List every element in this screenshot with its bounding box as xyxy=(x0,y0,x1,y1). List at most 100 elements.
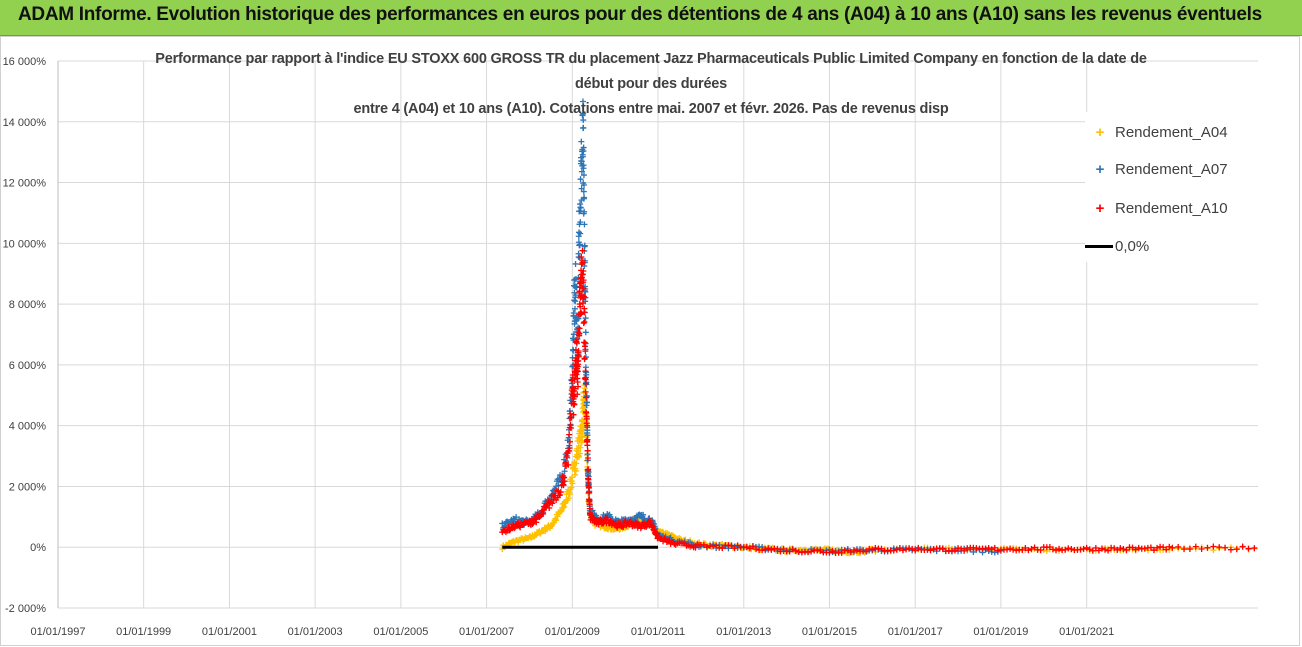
data-point xyxy=(580,267,587,274)
y-tick-label: 14 000% xyxy=(3,117,47,129)
data-point xyxy=(912,547,919,554)
data-point xyxy=(580,320,587,327)
data-point xyxy=(578,168,585,175)
data-point xyxy=(853,547,860,554)
data-point xyxy=(579,257,586,264)
series-rendement-a07 xyxy=(499,98,1004,556)
data-point xyxy=(1166,543,1173,550)
data-point xyxy=(1210,543,1217,550)
x-tick-label: 01/01/2019 xyxy=(973,626,1028,638)
y-tick-label: 12 000% xyxy=(3,178,47,190)
legend-entry-a07: + Rendement_A07 xyxy=(1085,157,1228,181)
data-point xyxy=(533,519,540,526)
data-point xyxy=(565,495,572,502)
data-point xyxy=(577,230,584,237)
data-point xyxy=(985,545,992,552)
data-point xyxy=(1068,545,1075,552)
data-point xyxy=(568,424,575,431)
data-point xyxy=(580,162,587,169)
data-point xyxy=(581,242,588,249)
data-point xyxy=(1004,546,1011,553)
data-point xyxy=(1147,544,1154,551)
y-tick-label: 10 000% xyxy=(3,238,47,250)
data-point xyxy=(719,545,726,552)
data-point xyxy=(571,376,578,383)
x-tick-label: 01/01/2017 xyxy=(888,626,943,638)
data-point xyxy=(792,547,799,554)
data-point xyxy=(513,514,520,521)
data-point xyxy=(1077,546,1084,553)
data-point xyxy=(566,445,573,452)
x-tick-label: 01/01/2005 xyxy=(373,626,428,638)
data-point xyxy=(817,548,824,555)
data-point xyxy=(1092,544,1099,551)
series-rendement-a10 xyxy=(499,247,1258,556)
data-point xyxy=(566,490,573,497)
data-point xyxy=(581,305,588,312)
data-point xyxy=(903,546,910,553)
data-point xyxy=(746,545,753,552)
data-point xyxy=(1052,547,1059,554)
data-point xyxy=(728,542,735,549)
data-point xyxy=(578,310,585,317)
data-point xyxy=(1114,546,1121,553)
data-point xyxy=(582,388,589,395)
data-point xyxy=(561,478,568,485)
x-tick-label: 01/01/1997 xyxy=(30,626,85,638)
data-point xyxy=(531,515,538,522)
data-point xyxy=(640,511,647,518)
plus-marker-icon: + xyxy=(1095,199,1105,217)
data-point xyxy=(1007,545,1014,552)
data-point xyxy=(1046,544,1053,551)
data-point xyxy=(786,548,793,555)
data-point xyxy=(643,523,650,530)
data-point xyxy=(1192,543,1199,550)
data-point xyxy=(703,544,710,551)
data-point xyxy=(580,124,587,131)
data-point xyxy=(565,461,572,468)
data-point xyxy=(734,542,741,549)
data-point xyxy=(582,368,589,375)
data-point xyxy=(1022,545,1029,552)
data-point xyxy=(991,544,998,551)
data-point xyxy=(838,549,845,556)
data-point xyxy=(1123,547,1130,554)
data-point xyxy=(572,292,579,299)
data-point xyxy=(1150,547,1157,554)
data-point xyxy=(571,401,578,408)
data-point xyxy=(577,303,584,310)
data-point xyxy=(1204,544,1211,551)
axes: -2 000% 0% 2 000% 4 000% 6 000% 8 000% 10 000%… xyxy=(3,56,1115,638)
data-point xyxy=(1025,547,1032,554)
data-point xyxy=(578,439,585,446)
data-point xyxy=(571,297,578,304)
data-point xyxy=(661,535,668,542)
x-tick-label: 01/01/2013 xyxy=(716,626,771,638)
data-point xyxy=(573,460,580,467)
data-point xyxy=(1013,547,1020,554)
data-point xyxy=(581,194,588,201)
report-title: ADAM Informe. Evolution historique des p… xyxy=(18,4,1262,25)
data-point xyxy=(878,545,885,552)
data-point xyxy=(584,442,591,449)
x-tick-label: 01/01/1999 xyxy=(116,626,171,638)
data-point xyxy=(1169,544,1176,551)
data-point xyxy=(671,541,678,548)
y-tick-label: 0% xyxy=(30,542,46,554)
legend-label: 0,0% xyxy=(1115,237,1150,255)
data-point xyxy=(579,247,586,254)
data-point xyxy=(1010,546,1017,553)
data-point xyxy=(569,480,576,487)
data-point xyxy=(869,546,876,553)
data-point xyxy=(580,188,587,195)
x-tick-label: 01/01/2009 xyxy=(545,626,600,638)
x-tick-label: 01/01/2007 xyxy=(459,626,514,638)
data-point xyxy=(808,548,815,555)
data-point xyxy=(553,517,560,524)
x-tick-label: 01/01/2001 xyxy=(202,626,257,638)
data-point xyxy=(578,138,585,145)
data-point xyxy=(584,399,591,406)
data-point xyxy=(909,545,916,552)
data-point xyxy=(896,545,903,552)
